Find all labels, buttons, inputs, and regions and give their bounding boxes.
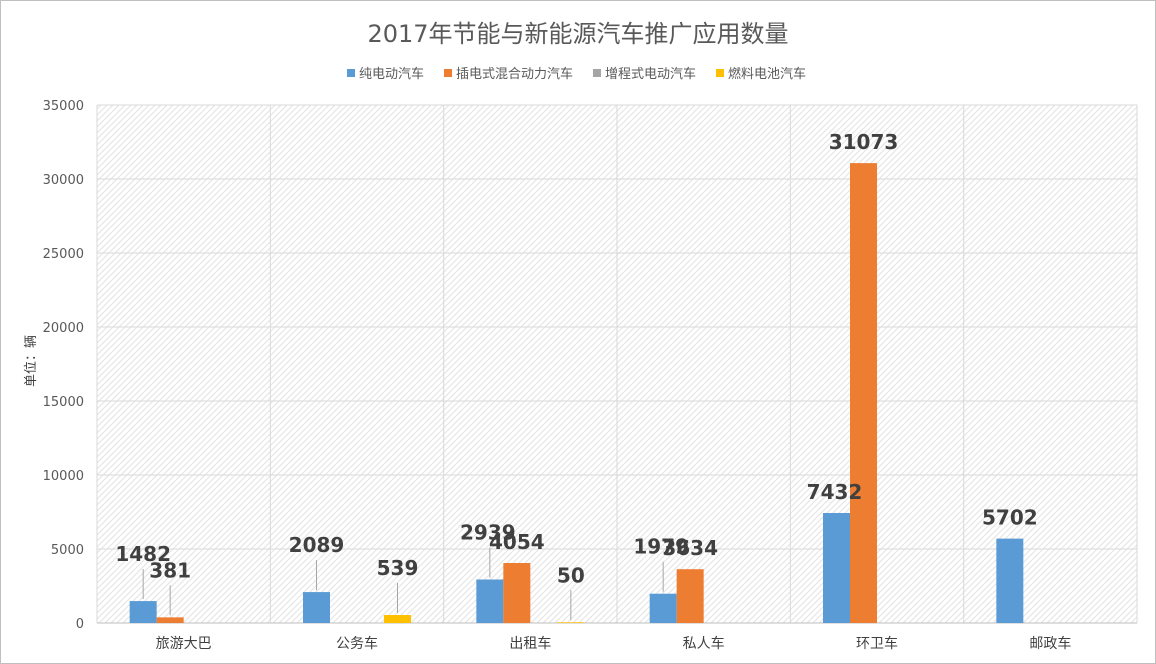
legend-swatch: [716, 69, 724, 77]
legend-label: 插电式混合动力汽车: [456, 66, 573, 82]
data-label: 1482: [115, 542, 171, 566]
data-label: 1979: [633, 535, 689, 559]
data-label: 5702: [982, 506, 1038, 530]
bar: [303, 592, 330, 623]
bar: [823, 513, 850, 623]
bar: [384, 615, 411, 623]
legend-swatch: [444, 69, 452, 77]
x-tick-label: 邮政车: [1029, 635, 1071, 652]
x-tick-label: 环卫车: [856, 635, 898, 652]
bar: [996, 538, 1024, 623]
bar: [156, 617, 184, 623]
legend-swatch: [593, 69, 601, 77]
legend-swatch: [347, 69, 355, 77]
x-tick-label: 私人车: [683, 635, 725, 652]
y-tick-label: 20000: [43, 321, 84, 336]
bar: [649, 593, 677, 623]
bar: [503, 563, 531, 623]
chart-legend: 纯电动汽车 插电式混合动力汽车 增程式电动汽车 燃料电池汽车: [347, 66, 806, 82]
data-label: 7432: [807, 480, 863, 504]
data-label: 4054: [489, 530, 545, 554]
data-label: 50: [557, 563, 585, 587]
data-label: 31073: [829, 130, 899, 154]
y-tick-label: 10000: [43, 469, 84, 484]
bar: [676, 569, 704, 623]
x-tick-label: 公务车: [336, 635, 378, 652]
x-tick-label: 旅游大巴: [156, 636, 212, 652]
y-tick-label: 5000: [51, 543, 84, 558]
data-label: 2089: [289, 533, 345, 557]
bar: [557, 622, 585, 623]
data-label: 381: [149, 558, 191, 582]
y-tick-label: 15000: [43, 395, 84, 410]
y-tick-label: 25000: [43, 247, 84, 262]
y-tick-label: 35000: [43, 99, 84, 114]
legend-label: 增程式电动汽车: [605, 66, 696, 82]
chart-title: 2017年节能与新能源汽车推广应用数量: [367, 20, 788, 48]
legend-label: 纯电动汽车: [359, 66, 424, 82]
legend-label: 燃料电池汽车: [728, 66, 806, 82]
x-tick-label: 出租车: [509, 635, 551, 652]
data-label: 3634: [662, 536, 718, 560]
y-axis-label: 单位：辆: [24, 335, 39, 387]
y-tick-label: 30000: [43, 173, 84, 188]
bar: [129, 601, 157, 623]
data-label: 539: [377, 556, 419, 580]
bar: [850, 163, 877, 623]
bar: [476, 579, 504, 623]
data-label: 2939: [460, 521, 516, 545]
y-tick-label: 0: [76, 617, 84, 632]
